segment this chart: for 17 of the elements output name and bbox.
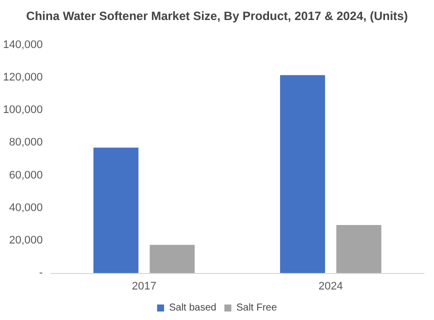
bar: [150, 244, 195, 273]
chart-title: China Water Softener Market Size, By Product, 2017 & 2024, (Units): [26, 9, 408, 23]
bar: [336, 224, 382, 273]
y-tick-label: 20,000: [9, 234, 43, 246]
y-tick-label: 120,000: [2, 72, 43, 84]
y-tick-label: 140,000: [2, 39, 43, 51]
legend-label: Salt based: [169, 302, 216, 314]
y-tick-label: 80,000: [9, 136, 43, 149]
y-tick-label: 40,000: [9, 202, 43, 214]
x-tick-label: 2024: [318, 280, 343, 292]
y-tick-label: 60,000: [9, 169, 43, 182]
legend-label: Salt Free: [236, 302, 278, 314]
y-tick-label: -: [39, 267, 44, 279]
bar: [93, 148, 138, 273]
y-tick-label: 100,000: [2, 104, 43, 116]
x-tick-label: 2017: [132, 280, 156, 292]
bar: [280, 75, 326, 273]
